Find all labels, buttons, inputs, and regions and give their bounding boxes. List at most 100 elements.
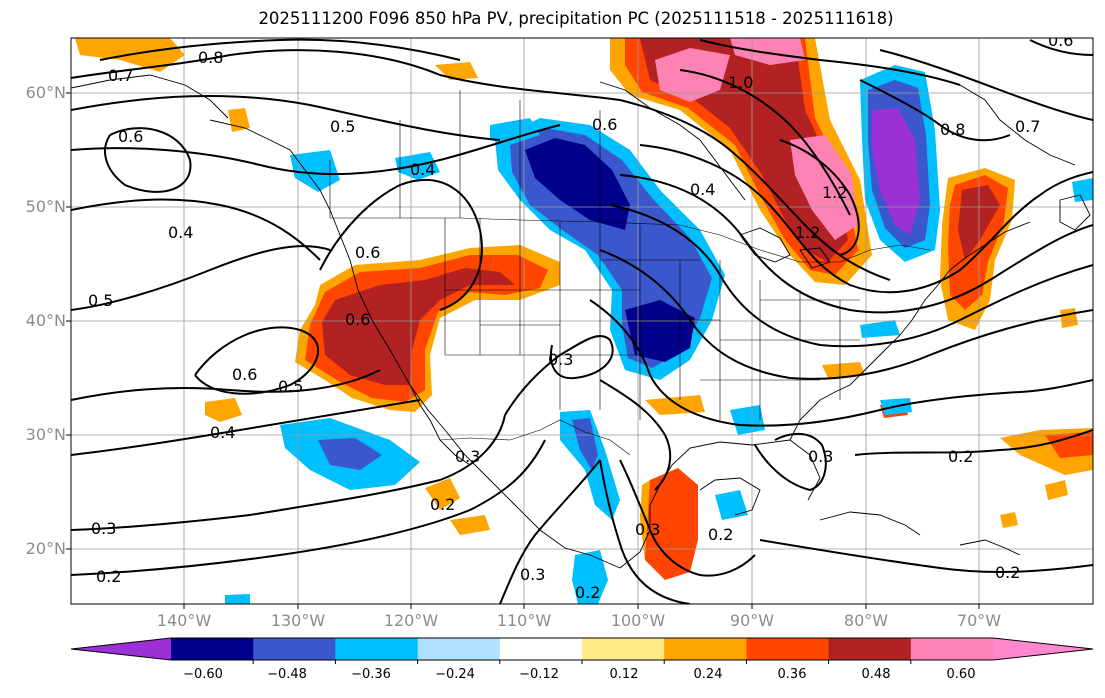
contour-0.6-east bbox=[619, 99, 891, 281]
border-us-canada bbox=[330, 217, 931, 263]
lon-label: 70°W bbox=[956, 611, 1002, 630]
lon-label: 100°W bbox=[610, 611, 666, 630]
negative-area-mexico-south bbox=[572, 550, 608, 604]
colorbar-segment bbox=[746, 638, 830, 660]
contour-label: 0.2 bbox=[575, 583, 600, 602]
colorbar-tick-label: 0.36 bbox=[777, 667, 807, 682]
contour-0.8-east bbox=[639, 144, 1093, 294]
contour-label: 0.6 bbox=[592, 115, 617, 134]
negative-blob-florida bbox=[730, 405, 765, 435]
positive-blob-midlat bbox=[450, 515, 490, 535]
coastline-labrador bbox=[959, 84, 1076, 166]
colorbar-tick-label: 0.60 bbox=[946, 667, 976, 682]
lon-label: 120°W bbox=[383, 611, 439, 630]
contour-label: 0.6 bbox=[1048, 31, 1073, 50]
pv-contours bbox=[71, 38, 1093, 604]
contour-label: 0.5 bbox=[330, 117, 355, 136]
positive-blob-gulf-west bbox=[645, 395, 705, 415]
contour-label: 1.0 bbox=[728, 73, 753, 92]
contour-0.4-north bbox=[71, 124, 561, 176]
positive-peak-top bbox=[730, 38, 805, 65]
lat-label: 50°N bbox=[25, 197, 66, 216]
contour-0.3-mid bbox=[599, 379, 672, 491]
colorbar-tick-label: 0.48 bbox=[861, 667, 891, 682]
contour-0.5-east bbox=[599, 249, 1093, 380]
positive-blob-baja bbox=[425, 478, 460, 510]
contour-label: 0.2 bbox=[948, 447, 973, 466]
coastline-hudson bbox=[599, 81, 746, 201]
coastline-hispaniola bbox=[959, 539, 1021, 556]
contour-0.3-mexico bbox=[619, 459, 756, 577]
lat-label: 60°N bbox=[25, 83, 66, 102]
contour-labels: 0.7 0.8 0.6 0.5 0.4 0.4 0.6 0.5 0.6 0.5 … bbox=[88, 31, 1073, 602]
lon-label: 90°W bbox=[729, 611, 775, 630]
state-lines-3 bbox=[700, 290, 860, 420]
contour-label: 0.3 bbox=[635, 520, 660, 539]
contour-label: 0.5 bbox=[278, 377, 303, 396]
coastline-alaska bbox=[71, 74, 229, 119]
contour-label: 0.3 bbox=[520, 565, 545, 584]
negative-area-mexico-core bbox=[572, 418, 598, 470]
contour-label: 1.2 bbox=[822, 183, 847, 202]
positive-blob-east bbox=[1045, 480, 1068, 500]
contour-0.3-south bbox=[71, 414, 506, 531]
contour-0.3-south-2 bbox=[499, 459, 601, 604]
contour-label: 0.6 bbox=[232, 365, 257, 384]
colorbar-segment bbox=[910, 638, 994, 660]
contour-label: 0.6 bbox=[355, 243, 380, 262]
contour-0.3-east bbox=[754, 432, 827, 492]
contour-label: 0.6 bbox=[345, 310, 370, 329]
colorbar-segment bbox=[253, 638, 336, 660]
lat-label: 30°N bbox=[25, 425, 66, 444]
contour-label: 0.2 bbox=[995, 563, 1020, 582]
border-us-mexico bbox=[439, 419, 631, 456]
contour-1.0-north bbox=[699, 39, 961, 86]
contour-0.2-southeast bbox=[759, 539, 1093, 573]
contour-0.3-central bbox=[504, 335, 614, 416]
positive-peak-mid bbox=[790, 135, 858, 240]
negative-blob-yucatan bbox=[715, 490, 748, 520]
contour-label: 0.7 bbox=[1015, 117, 1040, 136]
contour-label: 0.7 bbox=[108, 66, 133, 85]
contour-0.6-northeast bbox=[1029, 39, 1093, 56]
colorbar-segment bbox=[417, 638, 501, 660]
colorbar-tick-label: −0.36 bbox=[351, 667, 391, 682]
negative-blob-east-coast bbox=[860, 320, 900, 338]
colorbar-segment bbox=[171, 638, 254, 660]
colorbar-tick-label: −0.60 bbox=[183, 667, 223, 682]
positive-area-west-core bbox=[322, 268, 515, 385]
contour-label: 0.4 bbox=[410, 160, 435, 179]
coastline-florida bbox=[789, 319, 913, 441]
coastline-baja bbox=[409, 384, 471, 466]
contour-0.2-south bbox=[71, 439, 546, 576]
contour-label: 0.3 bbox=[455, 447, 480, 466]
coastline-west bbox=[209, 119, 621, 569]
contour-label: 0.4 bbox=[210, 423, 235, 442]
positive-peak-north bbox=[655, 48, 730, 102]
lon-label: 110°W bbox=[496, 611, 552, 630]
negative-blob-south bbox=[225, 594, 250, 604]
contour-label: 0.2 bbox=[430, 495, 455, 514]
coastline-yucatan bbox=[699, 477, 761, 516]
political-borders bbox=[329, 90, 931, 456]
negative-area-east-core bbox=[872, 108, 920, 235]
contour-label: 1.2 bbox=[795, 223, 820, 242]
graticule bbox=[71, 38, 1093, 604]
contour-0.8-north bbox=[99, 38, 461, 61]
great-lakes bbox=[739, 227, 791, 263]
negative-area-northwest bbox=[290, 150, 340, 192]
contour-0.5-north bbox=[71, 94, 501, 141]
contour-0.4-west bbox=[71, 198, 321, 261]
contour-label: 0.4 bbox=[168, 223, 193, 242]
colorbar-arrow-low bbox=[71, 638, 171, 660]
colorbar-tick-label: −0.12 bbox=[519, 667, 559, 682]
negative-area-hudson bbox=[490, 118, 540, 145]
positive-blob-far-east-small bbox=[1060, 308, 1078, 328]
contour-0.7-northeast bbox=[879, 49, 1093, 121]
negative-area-pacific-core bbox=[318, 438, 382, 470]
coastline-cuba bbox=[819, 511, 921, 536]
colorbar-segment bbox=[828, 638, 912, 660]
colorbar-segment bbox=[499, 638, 583, 660]
state-lines-1 bbox=[444, 218, 641, 420]
